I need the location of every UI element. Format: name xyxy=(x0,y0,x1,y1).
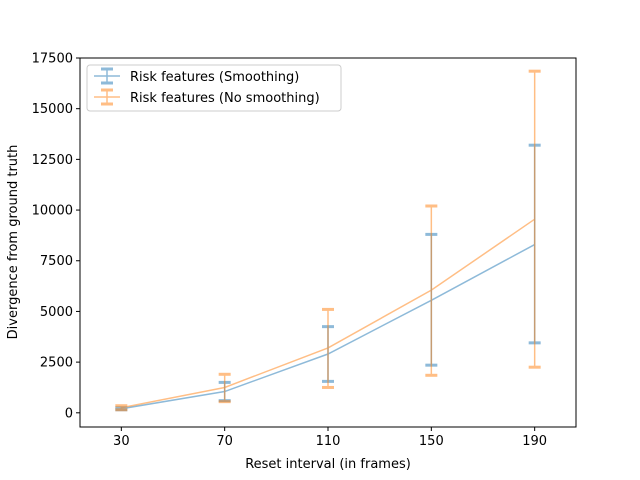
y-axis-label: Divergence from ground truth xyxy=(6,145,21,340)
y-tick-label: 17500 xyxy=(32,52,73,67)
series-line xyxy=(121,218,536,409)
legend-entry: Risk features (Smoothing) xyxy=(94,67,299,85)
legend-label: Risk features (Smoothing) xyxy=(130,70,299,85)
y-tick-label: 7500 xyxy=(40,254,73,269)
legend-handle xyxy=(94,67,120,85)
series-layer xyxy=(115,69,541,412)
y-tick-label: 5000 xyxy=(40,305,73,320)
x-tick-label: 190 xyxy=(522,434,547,449)
y-tick-label: 2500 xyxy=(40,356,73,371)
legend-entry: Risk features (No smoothing) xyxy=(94,88,320,106)
legend-box xyxy=(86,64,342,112)
y-axis: 0 2500 5000 7500 10000 12500 15000 17500 xyxy=(32,52,80,421)
series-2 xyxy=(115,69,541,412)
y-tick-label: 10000 xyxy=(32,204,73,219)
x-tick-label: 150 xyxy=(419,434,444,449)
y-tick-label: 0 xyxy=(65,406,73,421)
y-tick-label: 12500 xyxy=(32,153,73,168)
x-tick-label: 30 xyxy=(113,434,130,449)
legend: Risk features (Smoothing) Risk features (… xyxy=(86,64,342,112)
legend-label: Risk features (No smoothing) xyxy=(130,91,320,106)
x-axis-label: Reset interval (in frames) xyxy=(245,457,411,472)
x-tick-label: 110 xyxy=(316,434,341,449)
x-tick-label: 70 xyxy=(216,434,233,449)
y-tick-label: 15000 xyxy=(32,102,73,117)
legend-handle xyxy=(94,88,120,106)
x-axis: 30 70 110 150 190 xyxy=(113,427,547,449)
